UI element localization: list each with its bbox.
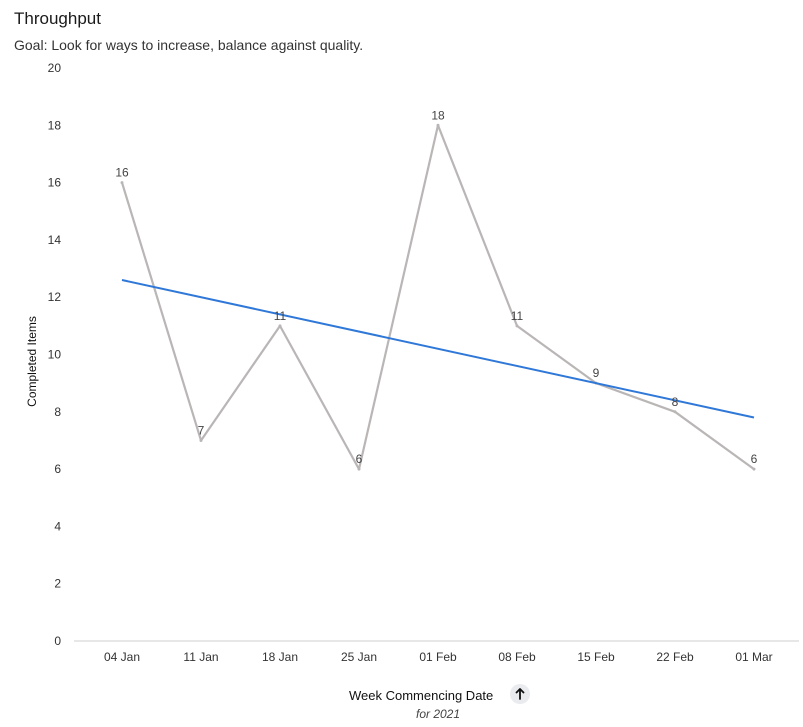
y-axis-title: Completed Items xyxy=(25,316,39,407)
y-tick-label: 16 xyxy=(48,176,62,190)
series-line-segment xyxy=(673,410,756,471)
series-line-segment xyxy=(199,324,282,442)
series-point xyxy=(199,438,203,442)
data-label: 6 xyxy=(751,452,758,466)
data-label: 16 xyxy=(115,166,129,180)
x-tick-label: 08 Feb xyxy=(498,650,536,664)
series-point xyxy=(120,181,124,185)
throughput-chart: 0 2 4 6 8 10 12 14 16 18 20 04 Jan 11 Jan 18 Jan 25 J… xyxy=(25,61,799,664)
y-tick-label: 4 xyxy=(54,519,61,533)
x-tick-label: 18 Jan xyxy=(262,650,298,664)
data-label: 18 xyxy=(431,108,445,122)
arrow-up-icon xyxy=(515,688,525,700)
chart-title: Throughput xyxy=(14,9,101,28)
series-point xyxy=(752,467,756,471)
y-tick-label: 10 xyxy=(48,348,62,362)
x-tick-label: 04 Jan xyxy=(104,650,140,664)
data-label: 6 xyxy=(356,452,363,466)
trend-line xyxy=(121,279,755,419)
data-labels: 16 7 11 6 18 11 9 8 6 xyxy=(115,108,757,466)
data-label: 9 xyxy=(593,366,600,380)
series-group xyxy=(120,123,756,471)
x-tick-label: 11 Jan xyxy=(183,650,218,664)
data-label: 11 xyxy=(511,309,524,323)
x-tick-label: 01 Mar xyxy=(735,650,772,664)
y-tick-label: 20 xyxy=(48,61,62,75)
x-axis-ticks: 04 Jan 11 Jan 18 Jan 25 Jan 01 Feb 08 Feb 15 F… xyxy=(104,650,773,664)
series-line-segment xyxy=(436,124,519,327)
series-point xyxy=(515,324,519,328)
y-tick-label: 8 xyxy=(54,405,61,419)
series-point xyxy=(278,324,282,328)
y-axis-ticks: 0 2 4 6 8 10 12 14 16 18 20 xyxy=(48,61,62,648)
x-tick-label: 01 Feb xyxy=(419,650,457,664)
sort-button[interactable] xyxy=(510,684,530,704)
data-label: 11 xyxy=(274,309,287,323)
series-line-segment xyxy=(357,124,440,471)
data-label: 7 xyxy=(198,423,205,437)
x-axis-subtitle: for 2021 xyxy=(416,707,461,721)
y-tick-label: 18 xyxy=(48,118,62,132)
x-tick-label: 15 Feb xyxy=(577,650,615,664)
trend-group xyxy=(121,279,755,419)
series-line-segment xyxy=(120,181,203,442)
y-tick-label: 2 xyxy=(54,577,61,591)
y-tick-label: 12 xyxy=(48,290,62,304)
series-point xyxy=(357,467,361,471)
series-point xyxy=(436,123,440,127)
chart-subtitle: Goal: Look for ways to increase, balance… xyxy=(14,37,364,53)
x-tick-label: 25 Jan xyxy=(341,650,377,664)
y-tick-label: 0 xyxy=(54,634,61,648)
x-tick-label: 22 Feb xyxy=(656,650,694,664)
y-tick-label: 14 xyxy=(48,233,62,247)
series-line-segment xyxy=(515,324,598,385)
x-axis-title: Week Commencing Date xyxy=(349,688,494,703)
y-tick-label: 6 xyxy=(54,462,61,476)
series-line-segment xyxy=(594,382,677,413)
series-line-segment xyxy=(278,324,361,471)
series-point xyxy=(673,410,677,414)
data-label: 8 xyxy=(672,395,679,409)
